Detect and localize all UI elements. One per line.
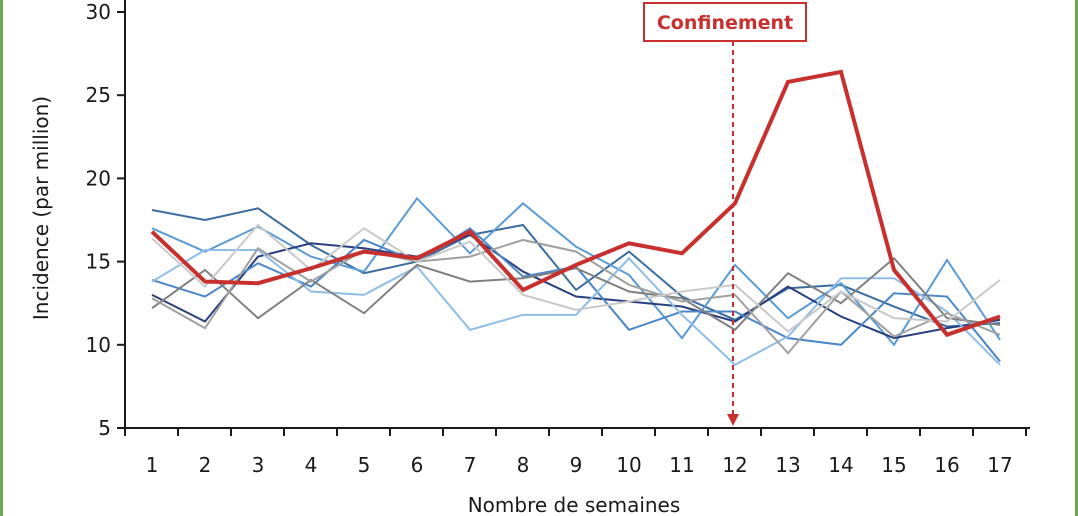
y-ticks: 5 10 15 20 25 30 xyxy=(86,0,125,440)
x-tick-label: 10 xyxy=(616,453,641,477)
x-tick-label: 6 xyxy=(411,453,424,477)
x-tick-label: 8 xyxy=(517,453,530,477)
x-tick-label: 7 xyxy=(464,453,477,477)
x-ticks: 1 2 3 4 5 6 7 8 9 10 11 12 13 14 15 16 17 xyxy=(124,428,1027,477)
x-tick-label: 2 xyxy=(199,453,212,477)
x-tick-label: 3 xyxy=(252,453,265,477)
x-tick-label: 14 xyxy=(828,453,853,477)
y-tick-label: 5 xyxy=(98,416,111,440)
x-tick-label: 9 xyxy=(570,453,583,477)
x-tick-label: 13 xyxy=(775,453,800,477)
x-tick-label: 1 xyxy=(146,453,159,477)
x-tick-label: 5 xyxy=(358,453,371,477)
y-tick-label: 20 xyxy=(86,166,111,190)
series-line xyxy=(151,227,1001,363)
y-tick-label: 15 xyxy=(86,250,111,274)
confinement-annotation: Confinement xyxy=(643,2,807,426)
y-axis-title: Incidence (par million) xyxy=(29,96,53,320)
y-tick-label: 30 xyxy=(86,0,111,24)
series-line xyxy=(151,196,1001,347)
axes-layer xyxy=(124,0,1030,429)
series-line xyxy=(151,207,1001,328)
x-tick-label: 4 xyxy=(305,453,318,477)
series-line xyxy=(151,223,1001,333)
confinement-arrowhead xyxy=(727,414,739,426)
series-line xyxy=(151,238,1001,355)
series-layer xyxy=(150,69,1001,366)
series-line xyxy=(151,233,1001,340)
x-tick-label: 15 xyxy=(881,453,906,477)
y-tick-label: 25 xyxy=(86,83,111,107)
confinement-label: Confinement xyxy=(657,12,793,34)
x-axis-title: Nombre de semaines xyxy=(468,493,681,516)
x-tick-label: 16 xyxy=(934,453,959,477)
frame-border-right xyxy=(1075,0,1078,516)
series-line xyxy=(151,248,1001,366)
confinement-label-box xyxy=(643,2,807,42)
y-tick-label: 10 xyxy=(86,333,111,357)
x-tick-label: 12 xyxy=(722,453,747,477)
frame-border-left xyxy=(0,0,3,516)
x-tick-label: 11 xyxy=(669,453,694,477)
x-tick-label: 17 xyxy=(987,453,1012,477)
highlight-series-line xyxy=(150,69,1001,338)
series-line xyxy=(151,256,1001,332)
